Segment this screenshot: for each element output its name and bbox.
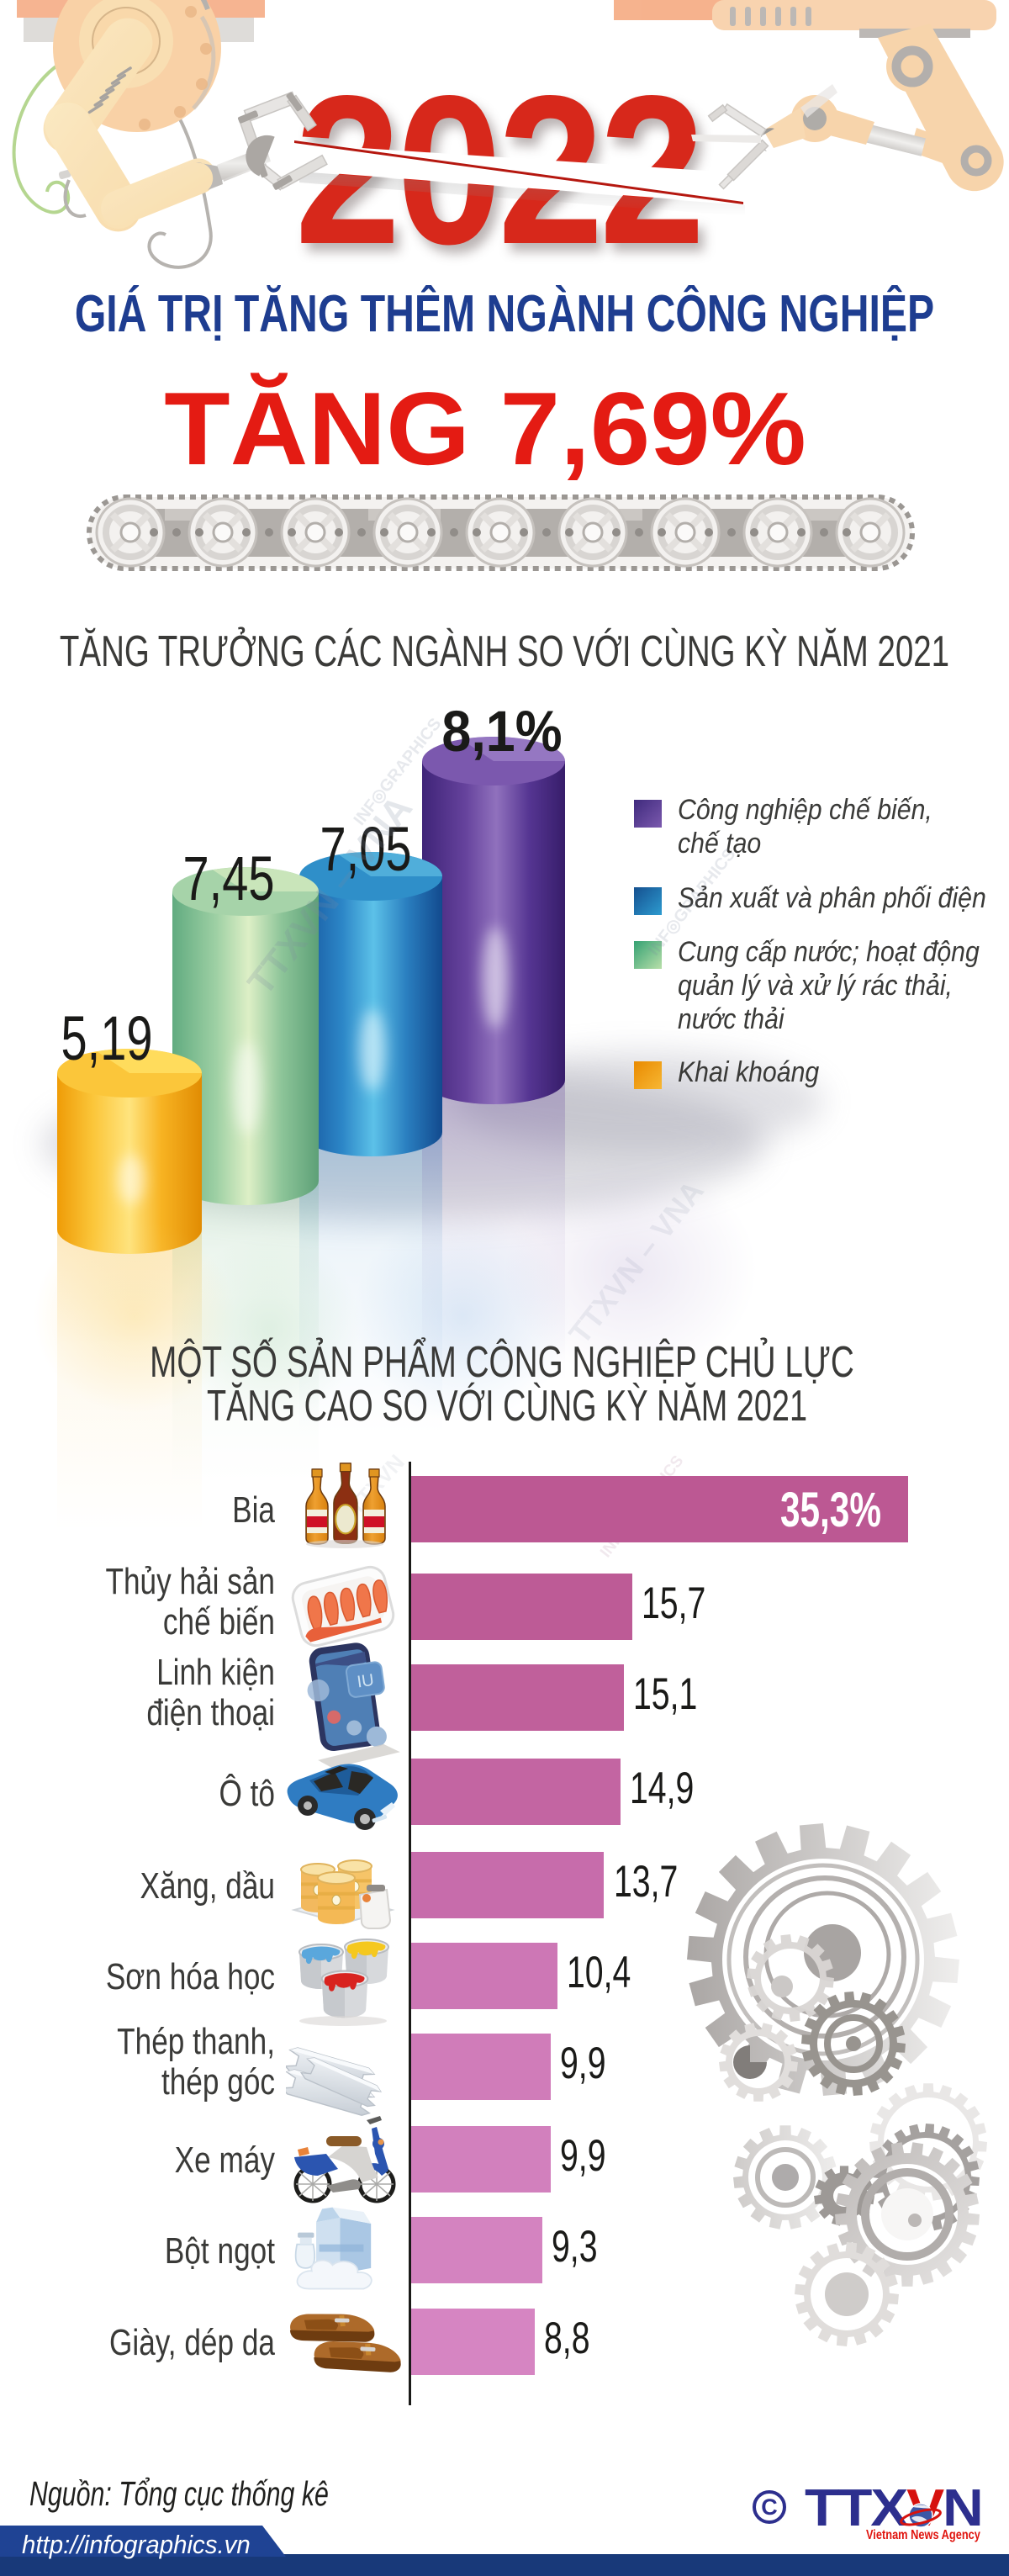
svg-text:IU: IU xyxy=(356,1671,375,1692)
